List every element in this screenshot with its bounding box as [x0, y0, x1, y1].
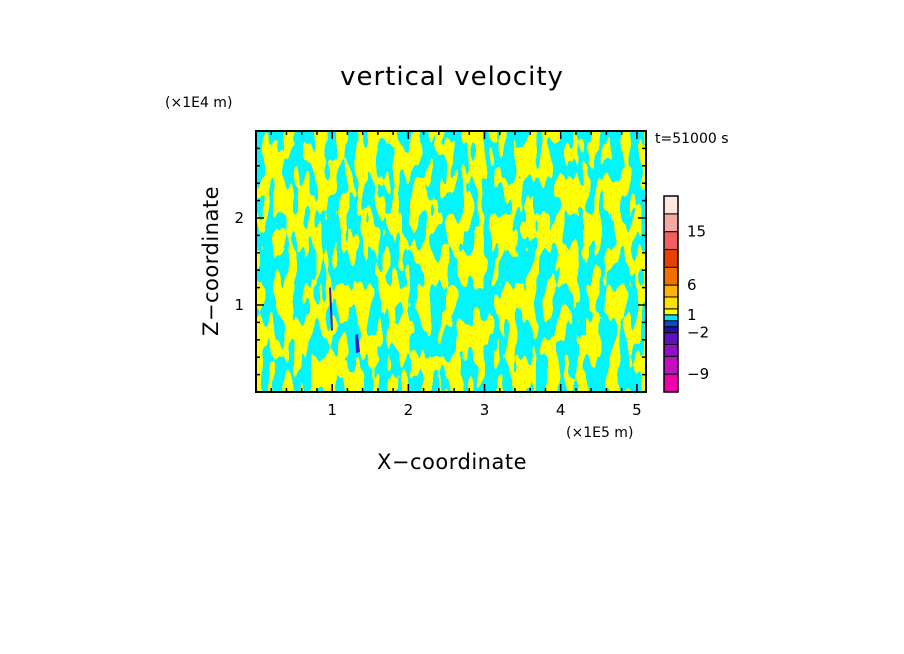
colorbar-segment — [663, 213, 679, 233]
velocity-field — [256, 131, 646, 392]
plot-frame — [255, 130, 647, 393]
colorbar-segment — [663, 308, 679, 316]
x-tick-label: 4 — [556, 401, 566, 419]
colorbar-label: 15 — [687, 223, 706, 241]
colorbar-segment — [663, 231, 679, 250]
colorbar-label: −2 — [687, 324, 709, 342]
downdraft-streak — [355, 334, 360, 353]
colorbar-segment — [663, 326, 679, 334]
colorbar-segment — [663, 373, 679, 393]
colorbar-segment — [663, 284, 679, 298]
y-unit-label: (×1E4 m) — [165, 95, 232, 111]
colorbar-segment — [663, 343, 679, 357]
colorbar: 15 6 1−2 −9 — [663, 195, 709, 393]
x-axis-label: X−coordinate — [377, 450, 527, 474]
y-tick-label: 2 — [234, 209, 244, 227]
colorbar-segment — [663, 248, 679, 268]
colorbar-segment — [663, 320, 679, 328]
y-axis-label: Z−coordinate — [199, 186, 223, 336]
time-label: t=51000 s — [655, 131, 729, 147]
colorbar-segment — [663, 314, 679, 322]
colorbar-segment — [663, 195, 679, 215]
colorbar-frame — [663, 195, 679, 393]
y-tick-label: 1 — [234, 296, 244, 314]
x-tick-label: 5 — [632, 401, 642, 419]
x-axis: 1 2 3 4 5 — [270, 131, 642, 419]
plot-area — [256, 131, 646, 392]
x-tick-label: 3 — [480, 401, 490, 419]
colorbar-segment — [663, 355, 679, 375]
x-unit-label: (×1E5 m) — [566, 425, 633, 441]
x-tick-label: 1 — [327, 401, 337, 419]
downdraft-streak — [329, 287, 333, 331]
colorbar-label: 6 — [687, 276, 697, 294]
x-tick-label: 2 — [404, 401, 414, 419]
colorbar-label: 1 — [687, 306, 697, 324]
colorbar-segment — [663, 296, 679, 310]
colorbar-segment — [663, 332, 679, 345]
colorbar-label: −9 — [687, 365, 709, 383]
colorbar-segment — [663, 266, 679, 286]
chart-title: vertical velocity — [340, 62, 564, 92]
y-axis: 12 — [234, 147, 646, 376]
